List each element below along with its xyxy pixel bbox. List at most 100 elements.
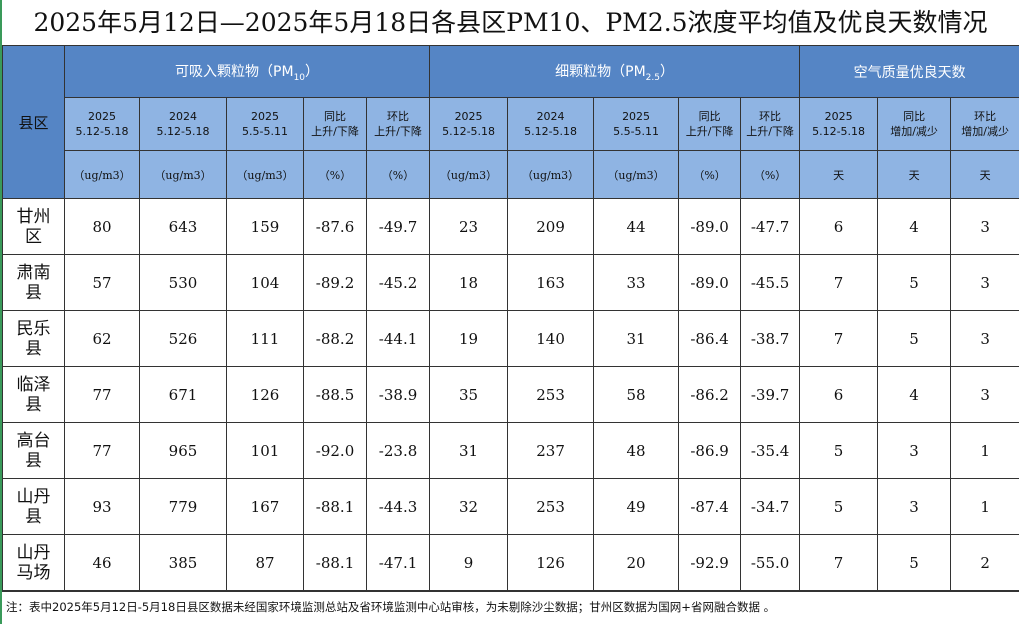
value-cell: 965 — [139, 422, 227, 479]
value-cell: 126 — [507, 534, 595, 591]
group-header: 可吸入颗粒物（PM10） — [63, 45, 431, 98]
value-cell: 253 — [507, 478, 595, 535]
county-name: 肃南县 — [16, 262, 51, 303]
data-row: 肃南县 57 530 104 -89.2 -45.2 18 163 33 -89.0 -45.5 7 5… — [2, 254, 1019, 311]
column-unit: （ug/m3） — [593, 150, 680, 199]
column-unit: 天 — [950, 150, 1019, 199]
column-header: 2025 5.5-5.11 — [226, 97, 304, 151]
value-cell: -87.6 — [303, 198, 367, 255]
value-cell: 779 — [139, 478, 227, 535]
value-cell: 77 — [64, 366, 140, 423]
column-line1: 2025 — [454, 110, 483, 123]
column-line2: 5.12-5.18 — [75, 125, 129, 138]
value-cell: -45.2 — [365, 254, 431, 311]
value-cell: -88.1 — [303, 534, 367, 591]
value-cell: 526 — [139, 310, 227, 367]
title: 2025年5月12日—2025年5月18日各县区PM10、PM2.5浓度平均值及… — [33, 8, 988, 37]
value-cell: -47.7 — [740, 198, 801, 255]
value-cell: -92.0 — [303, 422, 367, 479]
column-header: 环比 上升/下降 — [365, 97, 431, 151]
value-cell: 643 — [139, 198, 227, 255]
value-cell: 49 — [593, 478, 680, 535]
column-line1: 环比 — [387, 110, 410, 123]
value-cell: -86.2 — [678, 366, 742, 423]
value-cell: 3 — [877, 478, 952, 535]
value-cell: 111 — [226, 310, 304, 367]
column-unit: （ug/m3） — [507, 150, 595, 199]
column-line2: 增加/减少 — [890, 125, 938, 138]
county-name: 甘州区 — [16, 206, 51, 247]
value-cell: 140 — [507, 310, 595, 367]
column-unit: 天 — [877, 150, 952, 199]
column-line2: 上升/下降 — [746, 125, 794, 138]
value-cell: -35.4 — [740, 422, 801, 479]
value-cell: 6 — [799, 366, 879, 423]
value-cell: 7 — [799, 254, 879, 311]
group-subscript: 2.5 — [645, 72, 660, 83]
value-cell: -49.7 — [365, 198, 431, 255]
footnote: 注：表中2025年5月12日-5月18日县区数据未经国家环境监测总站及省环境监测… — [2, 591, 1019, 622]
county-cell: 甘州区 — [2, 198, 65, 255]
value-cell: 33 — [593, 254, 680, 311]
column-header: 同比 上升/下降 — [678, 97, 742, 151]
county-cell: 民乐县 — [2, 310, 65, 367]
county-cell: 肃南县 — [2, 254, 65, 311]
column-header: 环比 增加/减少 — [950, 97, 1019, 151]
value-cell: 87 — [226, 534, 304, 591]
group-label-end: ） — [660, 63, 674, 80]
value-cell: 9 — [429, 534, 509, 591]
data-row: 山丹马场 46 385 87 -88.1 -47.1 9 126 20 -92.9 -55.0 7 5 2 — [2, 534, 1019, 591]
value-cell: -23.8 — [365, 422, 431, 479]
unit-row: （ug/m3） （ug/m3） （ug/m3） （%） （%） （ug/m3） （ug/m3… — [3, 150, 1019, 199]
value-cell: 46 — [64, 534, 140, 591]
group-header: 空气质量优良天数 — [799, 45, 1019, 98]
column-header: 2025 5.12-5.18 — [799, 97, 879, 151]
county-cell: 山丹马场 — [2, 534, 65, 591]
column-line1: 2025 — [251, 110, 279, 123]
column-line2: 5.12-5.18 — [524, 125, 578, 138]
value-cell: 44 — [593, 198, 680, 255]
column-unit: 天 — [799, 150, 879, 199]
value-cell: -88.5 — [303, 366, 367, 423]
value-cell: -39.7 — [740, 366, 801, 423]
value-cell: 5 — [877, 534, 952, 591]
group-label: 空气质量优良天数 — [853, 64, 966, 81]
data-row: 民乐县 62 526 111 -88.2 -44.1 19 140 31 -86.4 -38.7 7 5… — [2, 310, 1019, 367]
column-line2: 5.12-5.18 — [442, 125, 496, 138]
column-line2: 5.5-5.11 — [242, 125, 288, 138]
column-line1: 环比 — [974, 110, 997, 123]
value-cell: 3 — [877, 422, 952, 479]
value-cell: 19 — [429, 310, 509, 367]
column-header: 同比 增加/减少 — [877, 97, 952, 151]
value-cell: -88.2 — [303, 310, 367, 367]
county-cell: 临泽县 — [2, 366, 65, 423]
column-unit: （%） — [678, 150, 742, 199]
column-line1: 2025 — [824, 110, 853, 123]
value-cell: -86.9 — [678, 422, 742, 479]
column-header: 同比 上升/下降 — [303, 97, 367, 151]
value-cell: 57 — [64, 254, 140, 311]
column-line1: 2024 — [169, 110, 197, 123]
value-cell: 20 — [593, 534, 680, 591]
value-cell: 23 — [429, 198, 509, 255]
value-cell: 3 — [950, 310, 1019, 367]
column-line1: 同比 — [324, 110, 346, 123]
value-cell: 163 — [507, 254, 595, 311]
group-header: 细颗粒物（PM2.5） — [429, 45, 801, 98]
value-cell: -45.5 — [740, 254, 801, 311]
data-row: 甘州区 80 643 159 -87.6 -49.7 23 209 44 -89.0 -47.7 6 4… — [2, 198, 1019, 255]
group-label: 细颗粒物（PM — [555, 63, 646, 80]
group-label-end: ） — [305, 63, 320, 80]
value-cell: 5 — [877, 310, 952, 367]
column-header: 2025 5.5-5.11 — [593, 97, 680, 151]
value-cell: 31 — [429, 422, 509, 479]
column-unit: （%） — [740, 150, 801, 199]
column-unit: （ug/m3） — [429, 150, 509, 199]
column-unit: （ug/m3） — [64, 150, 140, 199]
corner-header: 县区 — [2, 45, 65, 199]
value-cell: 104 — [226, 254, 304, 311]
value-cell: 101 — [226, 422, 304, 479]
value-cell: -89.2 — [303, 254, 367, 311]
header-row: 县区 可吸入颗粒物（PM10） 细颗粒物（PM2.5） 空气质量优良天数 — [2, 45, 1019, 199]
value-cell: 5 — [799, 478, 879, 535]
